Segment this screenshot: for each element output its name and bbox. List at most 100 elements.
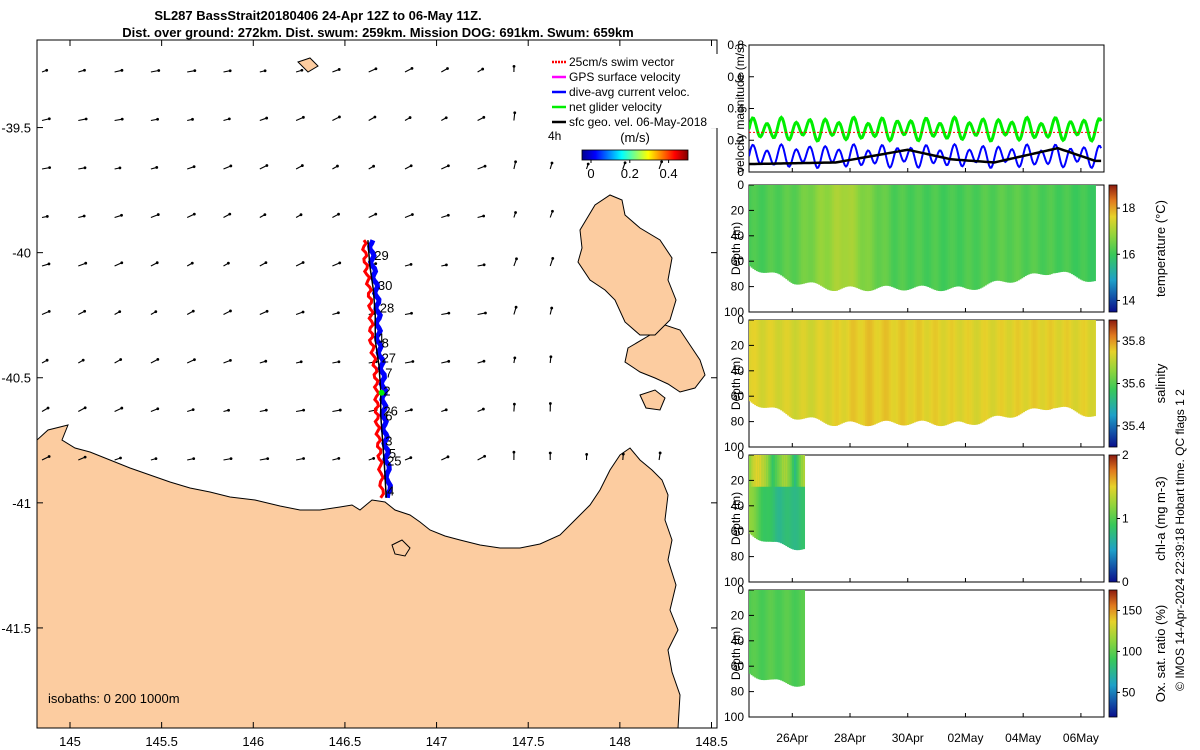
section-cell xyxy=(1008,185,1012,283)
current-vector-head xyxy=(444,408,448,412)
section-cell xyxy=(787,590,790,685)
glider-path-line xyxy=(367,240,387,498)
current-vector-head xyxy=(512,402,516,406)
section-cell xyxy=(958,185,961,287)
section-cell xyxy=(804,320,807,419)
section-cell xyxy=(825,185,828,289)
section-cell xyxy=(970,320,973,425)
current-vector-head xyxy=(229,164,233,168)
section-cell xyxy=(814,185,818,284)
section-cell xyxy=(771,185,774,273)
section-cell xyxy=(754,590,757,678)
section-cell xyxy=(1065,320,1069,408)
section-cell xyxy=(776,455,780,543)
section-cell xyxy=(750,320,754,403)
section-cell xyxy=(930,185,934,289)
section-cell xyxy=(987,320,991,419)
section-cell xyxy=(755,590,759,679)
section-cell-surface xyxy=(797,455,800,487)
current-vector-head xyxy=(515,257,518,261)
current-vector-head xyxy=(82,214,86,218)
current-vector-head xyxy=(156,357,160,361)
current-vector-head xyxy=(374,262,378,266)
current-vector-head xyxy=(45,215,49,218)
section-colorbar-tick-label: 16 xyxy=(1122,247,1136,261)
section-cell xyxy=(814,320,818,419)
section-cell xyxy=(762,455,766,542)
current-vector-head xyxy=(227,117,231,121)
current-vector-head xyxy=(446,455,450,459)
section-cell xyxy=(1086,185,1090,282)
day-label: 27 xyxy=(382,351,396,366)
current-vector-head xyxy=(481,407,485,411)
section-cell xyxy=(780,185,783,276)
section-cell xyxy=(750,455,754,536)
section-cell xyxy=(970,185,973,290)
section-cell-surface xyxy=(762,455,766,487)
cape-barren-island xyxy=(624,324,706,393)
section-cell xyxy=(904,320,908,426)
section-cell xyxy=(979,185,982,289)
day-label: 1 xyxy=(378,331,385,346)
time-tick-label: 02May xyxy=(947,731,983,745)
section-cell xyxy=(835,320,838,426)
section-cell xyxy=(794,590,797,687)
section-cell xyxy=(773,455,776,542)
section-cell xyxy=(854,185,857,288)
current-vector-head xyxy=(263,69,267,73)
section-cell xyxy=(795,455,799,551)
section-cell xyxy=(750,590,754,676)
section-cell xyxy=(790,320,793,418)
section-cell xyxy=(845,185,849,287)
section-cell xyxy=(866,185,870,292)
velocity-ytick-label: 0.4 xyxy=(727,102,744,116)
section-cell xyxy=(908,320,911,425)
section-cell xyxy=(795,590,799,687)
section-cell xyxy=(1071,320,1074,410)
section-cell xyxy=(894,320,897,424)
section-cell xyxy=(794,455,797,550)
section-cell xyxy=(764,455,767,542)
current-vector-head xyxy=(119,358,123,361)
day-label: 7 xyxy=(385,366,392,381)
current-vector-head xyxy=(154,457,158,461)
section-cell xyxy=(752,185,755,269)
section-cell xyxy=(861,320,864,426)
section-ytick-label: 40 xyxy=(731,364,745,378)
section-cell xyxy=(955,320,958,422)
section-cell xyxy=(955,185,958,287)
section-cell xyxy=(821,320,825,422)
section-cell xyxy=(987,185,991,284)
section-cell xyxy=(806,185,809,283)
current-vector-head xyxy=(155,166,159,169)
section-cell xyxy=(1033,320,1036,409)
map-ytick-label: -39.5 xyxy=(1,121,31,136)
section-cell xyxy=(802,185,806,284)
current-vector-head xyxy=(483,454,487,458)
section-colorbar xyxy=(1108,589,1118,718)
section-cell xyxy=(800,185,804,285)
section-cell xyxy=(780,455,783,544)
section-cell xyxy=(942,185,946,291)
section-cell xyxy=(1064,185,1067,272)
section-cell xyxy=(787,455,790,548)
section-ytick-label: 100 xyxy=(724,305,744,319)
section-colorbar-tick-label: 35.4 xyxy=(1122,419,1146,433)
section-cell xyxy=(832,320,835,426)
section-cell xyxy=(1093,185,1096,282)
section-cell xyxy=(894,185,897,289)
section-cell xyxy=(788,455,792,549)
section-colorbar-tick-label: 100 xyxy=(1122,644,1142,658)
section-ytick-label: 80 xyxy=(731,415,745,429)
day-label: 25 xyxy=(387,453,401,468)
section-cell xyxy=(1026,185,1029,276)
section-cell xyxy=(1084,185,1088,282)
section-cell xyxy=(892,185,896,288)
section-cell xyxy=(773,185,776,273)
section-cell-surface xyxy=(802,455,806,487)
map-xtick-label: 147.5 xyxy=(512,734,545,749)
section-cell xyxy=(962,185,965,288)
section-cell xyxy=(749,320,752,402)
current-vector-head xyxy=(658,451,662,455)
